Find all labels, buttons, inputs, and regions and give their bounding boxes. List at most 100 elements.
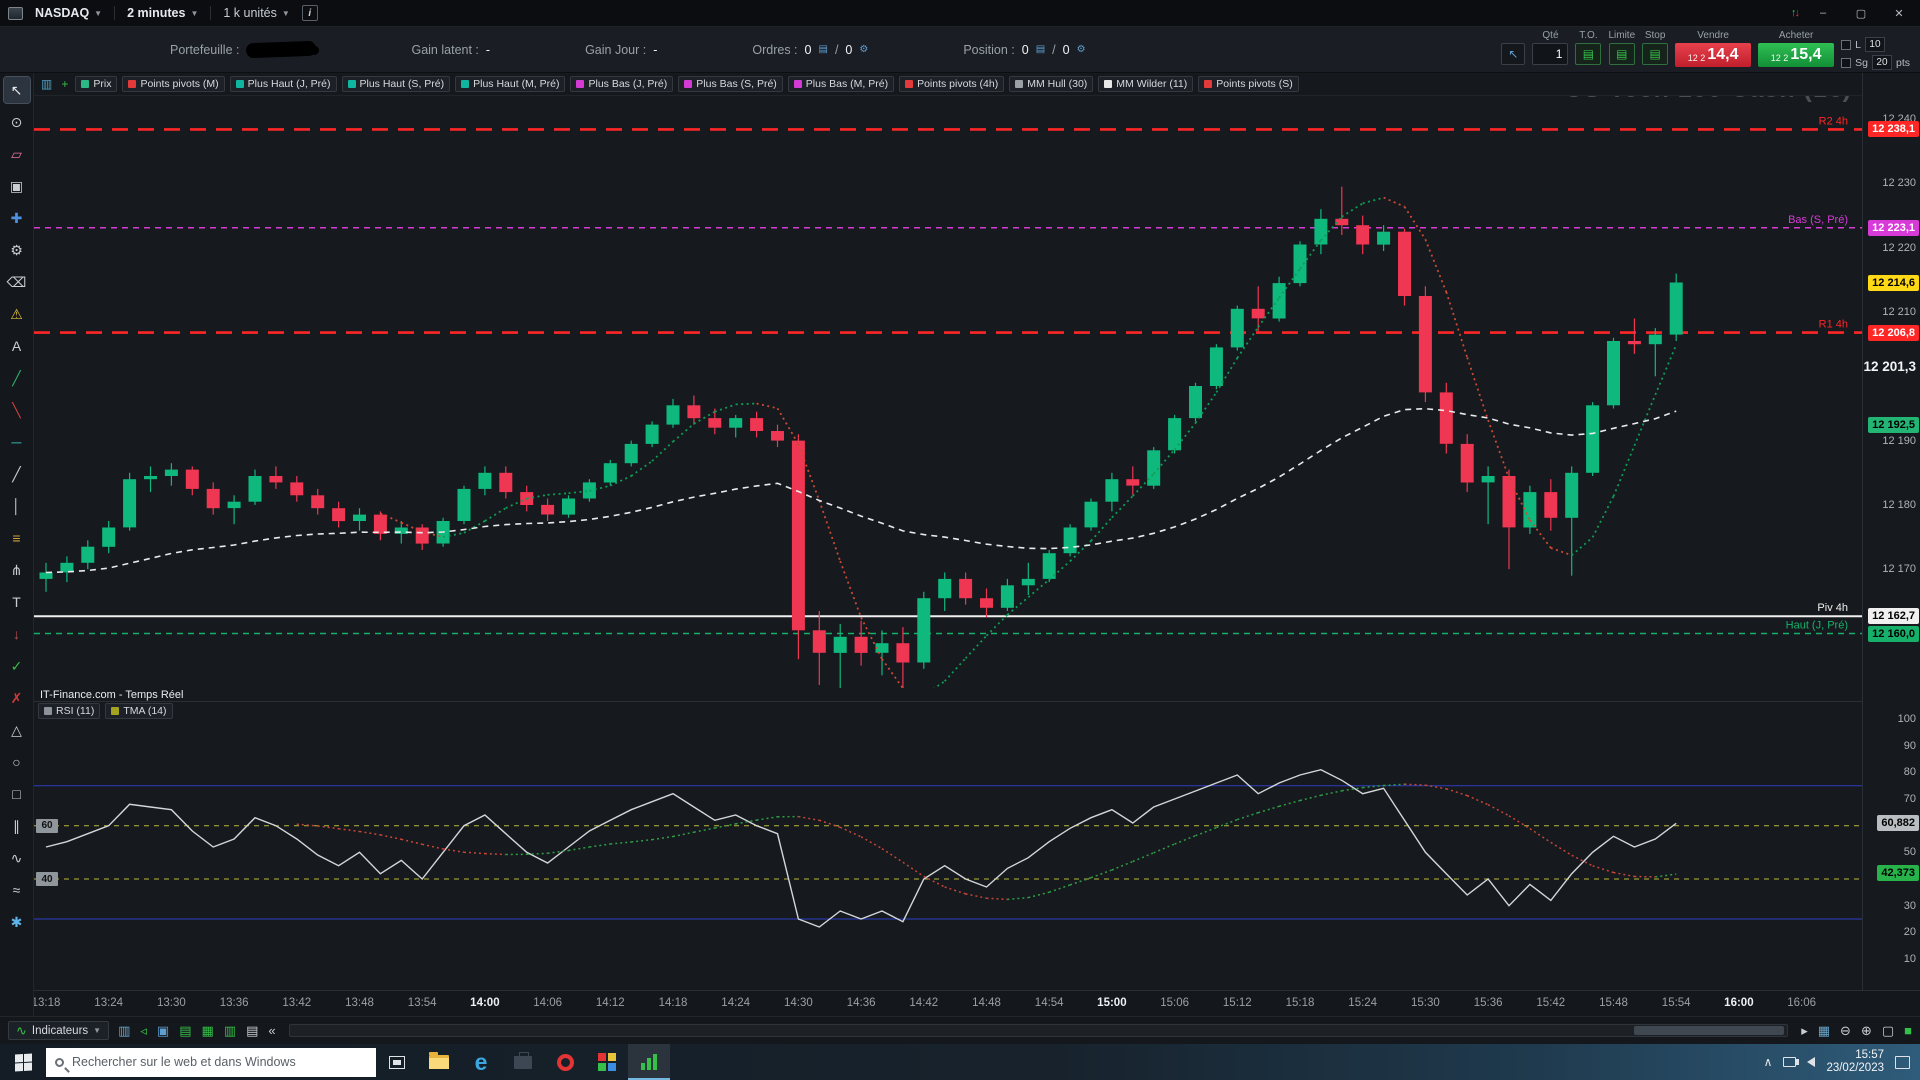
close-button[interactable]: ✕ xyxy=(1886,4,1912,22)
maximize-button[interactable]: ▢ xyxy=(1848,4,1874,22)
eraser-tool-icon[interactable]: ▱ xyxy=(4,141,30,167)
duplicate-tool-icon[interactable]: ▣ xyxy=(4,173,30,199)
candle-body xyxy=(771,431,784,441)
legend-item[interactable]: Plus Haut (S, Pré) xyxy=(342,76,451,92)
info-button[interactable]: i xyxy=(302,5,318,21)
settings-tool-icon[interactable]: ⚙ xyxy=(4,237,30,263)
minimize-button[interactable]: – xyxy=(1810,4,1836,22)
paint-app-icon[interactable] xyxy=(586,1044,628,1080)
add-indicator-icon[interactable]: + xyxy=(61,77,68,91)
trading-app-icon[interactable] xyxy=(628,1044,670,1080)
calendar-icon[interactable]: ▦ xyxy=(1818,1024,1830,1037)
timeframe-dropdown[interactable]: 2 minutes ▼ xyxy=(127,6,198,20)
task-view-button[interactable] xyxy=(376,1044,418,1080)
text-size-tool-icon[interactable]: A xyxy=(4,333,30,359)
action-center-icon[interactable] xyxy=(1895,1056,1910,1069)
trash-tool-icon[interactable]: ⌫ xyxy=(4,269,30,295)
table-icon[interactable]: ▥ xyxy=(224,1024,236,1037)
office-app-icon[interactable] xyxy=(502,1044,544,1080)
legend-item[interactable]: MM Wilder (11) xyxy=(1098,76,1193,92)
copy-chart-icon[interactable]: ▤ xyxy=(179,1024,191,1037)
instrument-dropdown[interactable]: NASDAQ ▼ xyxy=(35,6,102,20)
legend-item[interactable]: Plus Haut (J, Pré) xyxy=(230,76,337,92)
indicators-button[interactable]: ∿ Indicateurs ▼ xyxy=(8,1021,109,1040)
chart-scrollbar[interactable] xyxy=(289,1024,1789,1037)
live-quotes-icon[interactable]: ↑↓ xyxy=(1791,7,1798,19)
validate-tool-icon[interactable]: ✓ xyxy=(4,653,30,679)
share-icon[interactable]: ◃ xyxy=(140,1024,147,1037)
legend-item[interactable]: Plus Bas (J, Pré) xyxy=(570,76,673,92)
horizontal-line-tool-icon[interactable]: ─ xyxy=(4,429,30,455)
legend-item[interactable]: Plus Bas (M, Pré) xyxy=(788,76,894,92)
alert-tool-icon[interactable]: ⚠ xyxy=(4,301,30,327)
trendline-up-tool-icon[interactable]: ╱ xyxy=(4,365,30,391)
rsi-legend-item[interactable]: TMA (14) xyxy=(105,703,172,719)
legend-item[interactable]: Plus Bas (S, Pré) xyxy=(678,76,783,92)
cursor-tool-icon[interactable]: ↖ xyxy=(4,77,30,103)
legend-item[interactable]: Prix xyxy=(75,76,117,92)
axis-tick-label: 30 xyxy=(1904,898,1916,914)
zoom-tool-icon[interactable]: ⊙ xyxy=(4,109,30,135)
rsi-panel[interactable] xyxy=(34,718,1862,990)
zigzag-tool-icon[interactable]: ≈ xyxy=(4,877,30,903)
curve-tool-icon[interactable]: ∿ xyxy=(4,845,30,871)
grid-layout-icon[interactable]: ▦ xyxy=(202,1024,214,1037)
arrow-down-tool-icon[interactable]: ↓ xyxy=(4,621,30,647)
chart-style-icon[interactable]: ▥ xyxy=(41,77,52,91)
new-chart-icon[interactable]: ■ xyxy=(1904,1024,1912,1037)
orders-settings-icon[interactable]: ⚙ xyxy=(859,44,868,55)
vertical-line-tool-icon[interactable]: │ xyxy=(4,493,30,519)
price-chart[interactable]: R2 4hBas (S, Pré)R1 4hPiv 4hHaut (J, Pré… xyxy=(34,96,1862,688)
sg-value[interactable]: 20 xyxy=(1872,55,1892,70)
zoom-out-icon[interactable]: ⊖ xyxy=(1840,1024,1851,1037)
scrollbar-thumb[interactable] xyxy=(1634,1026,1784,1035)
legend-item[interactable]: MM Hull (30) xyxy=(1009,76,1093,92)
taskbar-clock[interactable]: 15:57 23/02/2023 xyxy=(1826,1049,1884,1075)
pitchfork-tool-icon[interactable]: ⋔ xyxy=(4,557,30,583)
tray-expand-icon[interactable]: ∧ xyxy=(1764,1055,1773,1069)
orders-list-icon[interactable]: ▤ xyxy=(818,44,827,55)
rectangle-tool-icon[interactable]: □ xyxy=(4,781,30,807)
legend-item[interactable]: Points pivots (4h) xyxy=(899,76,1004,92)
quantity-input[interactable]: 1 xyxy=(1532,43,1568,65)
position-settings-icon[interactable]: ⚙ xyxy=(1077,44,1086,55)
speaker-icon[interactable] xyxy=(1807,1057,1815,1067)
opera-browser-icon[interactable] xyxy=(544,1044,586,1080)
ellipse-tool-icon[interactable]: ○ xyxy=(4,749,30,775)
fibonacci-tool-icon[interactable]: ≡ xyxy=(4,525,30,551)
scroll-right-icon[interactable]: ▸ xyxy=(1801,1024,1808,1037)
palette-tool-icon[interactable]: ✱ xyxy=(4,909,30,935)
legend-item[interactable]: Plus Haut (M, Pré) xyxy=(455,76,565,92)
start-button[interactable] xyxy=(0,1044,46,1080)
text-tool-icon[interactable]: T xyxy=(4,589,30,615)
taskbar-search-input[interactable]: Rechercher sur le web et dans Windows xyxy=(46,1048,376,1077)
zoom-in-icon[interactable]: ⊕ xyxy=(1861,1024,1872,1037)
stop-order-button[interactable]: ▤ xyxy=(1642,43,1668,65)
l-checkbox[interactable] xyxy=(1841,40,1851,50)
chart-panel-icon[interactable]: ▥ xyxy=(118,1024,130,1037)
file-explorer-icon[interactable] xyxy=(418,1044,460,1080)
fullscreen-icon[interactable]: ▢ xyxy=(1882,1024,1894,1037)
buy-button[interactable]: 12 2 15,4 xyxy=(1758,43,1834,67)
channel-tool-icon[interactable]: ∥ xyxy=(4,813,30,839)
pointer-order-icon[interactable]: ↖ xyxy=(1501,43,1525,65)
print-icon[interactable]: ▤ xyxy=(246,1024,258,1037)
delete-tool-icon[interactable]: ✗ xyxy=(4,685,30,711)
rsi-legend-item[interactable]: RSI (11) xyxy=(38,703,100,719)
legend-item[interactable]: Points pivots (M) xyxy=(122,76,224,92)
segment-tool-icon[interactable]: ╱ xyxy=(4,461,30,487)
edge-browser-icon[interactable]: e xyxy=(460,1044,502,1080)
link-icon[interactable]: ▣ xyxy=(157,1024,169,1037)
legend-item[interactable]: Points pivots (S) xyxy=(1198,76,1298,92)
limit-order-button[interactable]: ▤ xyxy=(1609,43,1635,65)
l-value[interactable]: 10 xyxy=(1865,37,1885,52)
take-order-button[interactable]: ▤ xyxy=(1575,43,1601,65)
sell-button[interactable]: 12 2 14,4 xyxy=(1675,43,1751,67)
collapse-left-icon[interactable]: « xyxy=(268,1024,275,1037)
units-dropdown[interactable]: 1 k unités ▼ xyxy=(223,6,289,20)
position-list-icon[interactable]: ▤ xyxy=(1036,44,1045,55)
sg-checkbox[interactable] xyxy=(1841,58,1851,68)
trendline-down-tool-icon[interactable]: ╲ xyxy=(4,397,30,423)
triangle-tool-icon[interactable]: △ xyxy=(4,717,30,743)
move-tool-icon[interactable]: ✚ xyxy=(4,205,30,231)
